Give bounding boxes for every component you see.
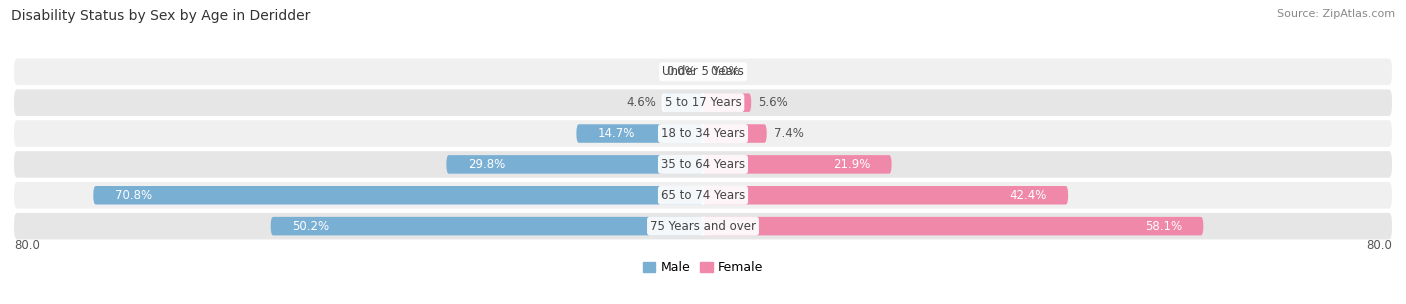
FancyBboxPatch shape xyxy=(14,89,1392,116)
FancyBboxPatch shape xyxy=(703,155,891,174)
Text: 0.0%: 0.0% xyxy=(666,65,696,78)
Text: 65 to 74 Years: 65 to 74 Years xyxy=(661,189,745,202)
Text: 7.4%: 7.4% xyxy=(773,127,803,140)
Text: Disability Status by Sex by Age in Deridder: Disability Status by Sex by Age in Derid… xyxy=(11,9,311,23)
Text: 75 Years and over: 75 Years and over xyxy=(650,219,756,233)
FancyBboxPatch shape xyxy=(14,151,1392,178)
Text: 21.9%: 21.9% xyxy=(832,158,870,171)
Text: 0.0%: 0.0% xyxy=(710,65,740,78)
Text: Source: ZipAtlas.com: Source: ZipAtlas.com xyxy=(1277,9,1395,19)
FancyBboxPatch shape xyxy=(664,93,703,112)
FancyBboxPatch shape xyxy=(14,120,1392,147)
FancyBboxPatch shape xyxy=(446,155,703,174)
Text: 18 to 34 Years: 18 to 34 Years xyxy=(661,127,745,140)
FancyBboxPatch shape xyxy=(93,186,703,205)
Text: 29.8%: 29.8% xyxy=(468,158,505,171)
FancyBboxPatch shape xyxy=(271,217,703,235)
Text: 5.6%: 5.6% xyxy=(758,96,787,109)
FancyBboxPatch shape xyxy=(703,93,751,112)
Text: 42.4%: 42.4% xyxy=(1010,189,1046,202)
Text: 35 to 64 Years: 35 to 64 Years xyxy=(661,158,745,171)
Text: 80.0: 80.0 xyxy=(14,239,39,252)
Text: 4.6%: 4.6% xyxy=(627,96,657,109)
FancyBboxPatch shape xyxy=(14,58,1392,85)
Legend: Male, Female: Male, Female xyxy=(638,256,768,279)
Text: 5 to 17 Years: 5 to 17 Years xyxy=(665,96,741,109)
FancyBboxPatch shape xyxy=(14,213,1392,240)
Text: 80.0: 80.0 xyxy=(1367,239,1392,252)
Text: 58.1%: 58.1% xyxy=(1144,219,1182,233)
FancyBboxPatch shape xyxy=(14,182,1392,209)
Text: 14.7%: 14.7% xyxy=(598,127,636,140)
FancyBboxPatch shape xyxy=(576,124,703,143)
FancyBboxPatch shape xyxy=(703,124,766,143)
Text: 50.2%: 50.2% xyxy=(292,219,329,233)
Text: Under 5 Years: Under 5 Years xyxy=(662,65,744,78)
FancyBboxPatch shape xyxy=(703,217,1204,235)
Text: 70.8%: 70.8% xyxy=(115,189,152,202)
FancyBboxPatch shape xyxy=(703,186,1069,205)
